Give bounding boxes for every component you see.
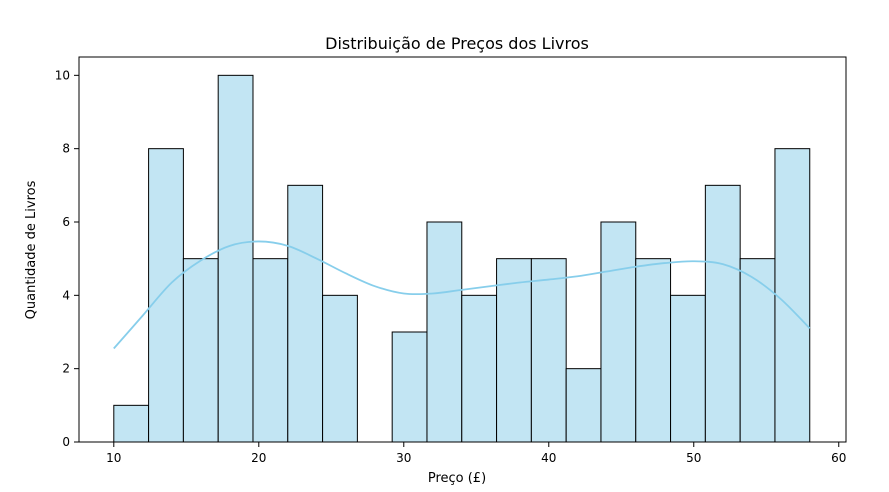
histogram-bar xyxy=(252,258,289,443)
x-axis-label: Preço (£) xyxy=(428,471,486,486)
y-tick-label: 10 xyxy=(55,68,70,82)
histogram-bar xyxy=(565,368,602,443)
histogram-bar xyxy=(391,331,428,443)
x-tick-label: 20 xyxy=(251,451,266,465)
histogram-bar xyxy=(774,148,811,443)
x-tick-label: 40 xyxy=(541,451,556,465)
histogram-bar xyxy=(113,404,150,443)
histogram-bar xyxy=(322,294,358,443)
histogram-bar xyxy=(182,258,219,443)
y-axis-label: Quantidade de Livros xyxy=(24,180,39,319)
histogram-bar xyxy=(496,258,532,443)
histogram-bar xyxy=(426,221,463,443)
x-tick-label: 50 xyxy=(686,451,701,465)
histogram-bar xyxy=(670,294,706,443)
histogram-bar xyxy=(635,258,672,443)
y-axis-ticks: 0 2 4 6 8 10 xyxy=(55,68,79,449)
histogram-bar xyxy=(217,74,254,443)
y-tick-label: 8 xyxy=(62,142,70,156)
chart-title: Distribuição de Preços dos Livros xyxy=(325,34,589,53)
y-tick-label: 6 xyxy=(62,215,70,229)
histogram-bar xyxy=(148,148,184,443)
y-tick-label: 4 xyxy=(62,288,70,302)
histogram-bar xyxy=(739,258,776,443)
y-tick-label: 2 xyxy=(62,362,70,376)
kde-curve xyxy=(113,240,811,350)
x-tick-label: 10 xyxy=(106,451,121,465)
histogram-bar xyxy=(530,258,567,443)
plot-frame xyxy=(78,56,847,443)
histogram-bar xyxy=(287,184,324,443)
histogram-bar xyxy=(461,294,498,443)
y-tick-label: 0 xyxy=(62,435,70,449)
x-tick-label: 60 xyxy=(831,451,846,465)
histogram-bar xyxy=(704,184,741,443)
x-axis-ticks: 10 20 30 40 50 60 xyxy=(106,442,846,465)
histogram-bar xyxy=(600,221,637,443)
x-tick-label: 30 xyxy=(396,451,411,465)
histogram-bars xyxy=(113,74,811,443)
